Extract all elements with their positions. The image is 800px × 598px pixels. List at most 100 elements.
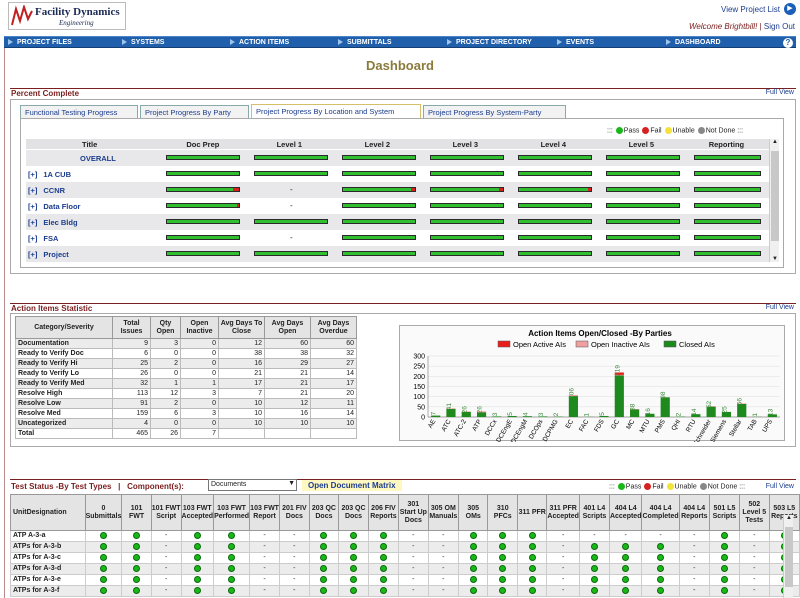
status-cell[interactable] [578,541,610,553]
pass-dot-icon[interactable] [622,542,630,550]
pass-dot-icon[interactable] [379,586,387,594]
scroll-up-icon[interactable]: ▲ [772,139,778,145]
pass-dot-icon[interactable] [193,553,201,561]
status-cell[interactable] [458,541,489,553]
components-dropdown[interactable]: Documents ▼ [208,479,297,491]
test-status-scrollbar[interactable]: ▲ [783,515,793,598]
nav-submittals[interactable]: SUBMITTALS [338,37,392,48]
unit-designation[interactable]: ATP A-3-a [10,530,86,542]
pass-dot-icon[interactable] [720,553,728,561]
status-cell[interactable] [708,563,740,575]
pass-dot-icon[interactable] [99,531,107,539]
company-logo[interactable]: Facility Dynamics Engineering [8,2,126,30]
pass-dot-icon[interactable] [657,586,665,594]
pass-dot-icon[interactable] [320,564,328,572]
pass-dot-icon[interactable] [590,586,598,594]
pass-dot-icon[interactable] [590,564,598,572]
pass-dot-icon[interactable] [99,553,107,561]
status-cell[interactable] [121,552,152,564]
status-cell[interactable] [708,574,740,586]
status-cell[interactable] [84,552,123,564]
tab-progress-by-party[interactable]: Project Progress By Party [140,105,249,118]
pass-dot-icon[interactable] [228,531,236,539]
status-cell[interactable] [308,530,340,542]
status-cell[interactable] [487,563,519,575]
expand-icon[interactable]: [+] [28,186,38,195]
status-cell[interactable] [487,541,519,553]
pass-dot-icon[interactable] [499,553,507,561]
pass-dot-icon[interactable] [379,542,387,550]
pass-dot-icon[interactable] [657,575,665,583]
status-cell[interactable] [458,552,489,564]
pass-dot-icon[interactable] [320,553,328,561]
pass-dot-icon[interactable] [469,586,477,594]
pass-dot-icon[interactable] [720,575,728,583]
view-project-list-link[interactable]: View Project List [721,5,780,14]
status-cell[interactable] [708,585,740,597]
pass-dot-icon[interactable] [228,553,236,561]
pass-dot-icon[interactable] [379,553,387,561]
status-cell[interactable] [458,563,489,575]
pass-dot-icon[interactable] [350,553,357,561]
status-cell[interactable] [213,541,251,553]
status-cell[interactable] [517,563,548,575]
status-cell[interactable] [367,585,400,597]
status-cell[interactable] [121,563,152,575]
pass-dot-icon[interactable] [622,586,630,594]
help-icon[interactable]: ? [783,38,793,48]
nav-action-items[interactable]: ACTION ITEMS [230,37,289,48]
pass-dot-icon[interactable] [193,531,201,539]
status-cell[interactable] [121,541,152,553]
pass-dot-icon[interactable] [133,564,141,572]
status-cell[interactable] [180,563,215,575]
status-cell[interactable] [608,552,643,564]
status-cell[interactable] [641,574,680,586]
pass-dot-icon[interactable] [469,553,477,561]
pass-dot-icon[interactable] [657,564,665,572]
progress-row-title[interactable]: [+] FSA [28,234,58,243]
pass-dot-icon[interactable] [720,586,728,594]
status-cell[interactable] [213,530,251,542]
pass-dot-icon[interactable] [228,564,236,572]
status-cell[interactable] [84,541,123,553]
unit-designation[interactable]: ATPs for A-3-e [10,574,86,586]
status-cell[interactable] [458,530,489,542]
tab-functional-testing[interactable]: Functional Testing Progress [20,105,138,118]
pass-dot-icon[interactable] [379,575,387,583]
unit-designation[interactable]: ATPs for A-3-c [10,552,86,564]
pass-dot-icon[interactable] [469,542,477,550]
pass-dot-icon[interactable] [99,586,107,594]
status-cell[interactable] [367,574,400,586]
nav-events[interactable]: EVENTS [557,37,594,48]
pass-dot-icon[interactable] [590,542,598,550]
status-cell[interactable] [517,552,548,564]
status-cell[interactable] [308,574,340,586]
pass-dot-icon[interactable] [528,531,536,539]
nav-project-files[interactable]: PROJECT FILES [8,37,72,48]
pass-dot-icon[interactable] [99,542,107,550]
status-cell[interactable] [213,563,251,575]
expand-icon[interactable]: [+] [28,234,38,243]
pass-dot-icon[interactable] [657,542,665,550]
status-cell[interactable] [517,530,548,542]
status-cell[interactable] [84,563,123,575]
status-cell[interactable] [608,541,643,553]
scroll-down-icon[interactable]: ▼ [772,256,778,262]
pass-dot-icon[interactable] [720,531,728,539]
pass-dot-icon[interactable] [99,575,107,583]
scroll-thumb[interactable] [785,527,793,587]
status-cell[interactable] [367,563,400,575]
pass-dot-icon[interactable] [350,542,357,550]
nav-systems[interactable]: SYSTEMS [122,37,164,48]
status-cell[interactable] [641,541,680,553]
status-cell[interactable] [84,585,123,597]
status-cell[interactable] [180,574,215,586]
status-cell[interactable] [487,574,519,586]
status-cell[interactable] [517,585,548,597]
tab-progress-by-location[interactable]: Project Progress By Location and System [251,104,421,118]
status-cell[interactable] [367,552,400,564]
pass-dot-icon[interactable] [193,575,201,583]
pass-dot-icon[interactable] [350,531,357,539]
status-cell[interactable] [578,585,610,597]
pass-dot-icon[interactable] [622,564,630,572]
